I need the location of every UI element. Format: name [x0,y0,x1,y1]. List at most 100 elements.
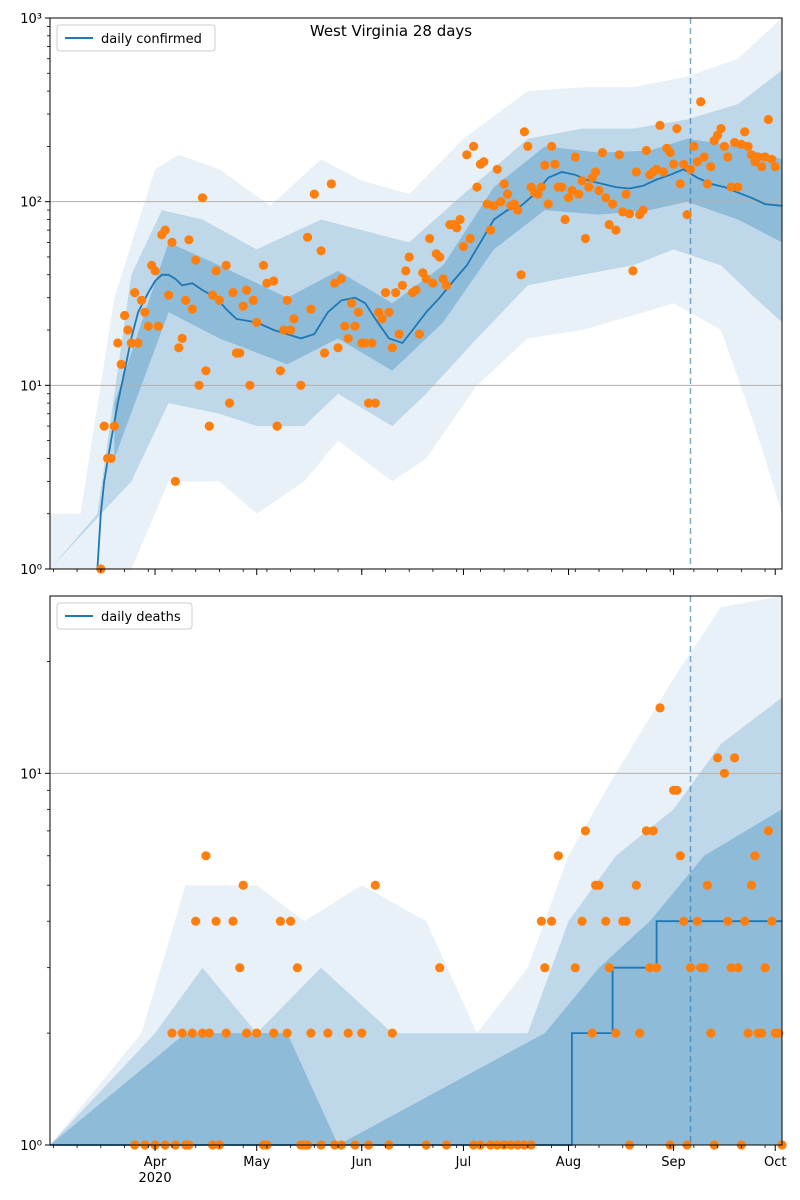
data-point [248,295,258,305]
data-point [109,421,119,431]
data-point [204,1028,214,1038]
data-point [282,295,292,305]
data-point [170,476,180,486]
data-point [391,288,401,298]
data-point [380,288,391,298]
data-point [631,880,641,890]
data-point [269,276,279,286]
data-point [723,916,733,926]
data-point [370,398,380,408]
data-point [428,278,438,288]
data-point [699,963,709,973]
x-tick-label: Sep [661,1155,686,1170]
data-point [191,255,201,265]
data-point [194,380,204,390]
data-point [452,223,462,233]
y-tick-label: 10³ [20,12,42,27]
data-point [153,321,163,331]
x-tick-label: Apr [144,1155,167,1170]
data-point [120,310,130,321]
data-point [252,1028,262,1038]
chart-title: West Virginia 28 days [310,22,472,40]
data-point [730,753,740,763]
data-point [143,321,153,331]
data-point [570,963,580,973]
data-point [692,157,702,167]
data-point [713,753,723,763]
data-point [672,124,682,134]
legend: daily confirmed [56,24,216,52]
y-tick-label: 10² [20,196,42,211]
data-point [553,851,563,861]
data-point [462,150,472,160]
legend: daily deaths [56,602,193,630]
y-tick-label: 10⁰ [20,563,42,578]
data-point [591,167,601,177]
data-point [106,453,116,463]
data-point [187,1028,197,1038]
data-point [580,233,591,244]
data-point [370,880,380,890]
data-point [377,314,387,324]
data-point [496,197,506,207]
data-point [624,209,635,219]
data-point [296,380,306,390]
data-point [167,237,177,247]
data-point [279,325,289,335]
data-point [604,220,614,230]
uncertainty-band-outer [50,596,782,1145]
data-point [536,916,547,926]
data-point [594,185,604,196]
data-point [164,290,174,300]
data-point [303,232,313,242]
data-point [238,880,248,890]
x-tick-label: May [243,1155,270,1170]
data-point [584,182,594,192]
data-point [136,295,147,305]
data-point [611,225,621,235]
data-point [675,179,685,189]
data-point [289,314,299,324]
data-point [611,1028,621,1038]
legend-label: daily deaths [101,610,181,625]
confirmed-chart: 10⁰ 10¹ 10² 10³ West Virginia 28 days daily… [20,12,783,578]
data-point [181,295,191,305]
data-point [208,290,218,300]
data-point [743,1028,753,1038]
data-point [272,421,282,431]
data-point [767,154,777,164]
data-point [286,325,296,335]
axes-frame [49,595,783,1146]
data-point [435,963,445,973]
data-point [404,252,414,262]
data-point [563,193,574,203]
x-tick-year-label: 2020 [139,1171,172,1186]
data-point [645,963,655,973]
data-point [228,916,238,926]
data-point [211,266,221,276]
data-point [740,127,750,137]
data-point [577,176,587,186]
data-point [685,164,696,174]
data-point [763,826,774,836]
data-point [641,826,652,836]
data-point [472,182,482,192]
data-point [641,145,652,156]
data-point [679,916,689,926]
data-point [99,421,109,431]
data-point [201,366,211,376]
data-point [177,333,187,343]
data-point [387,1028,397,1038]
data-point [692,916,702,926]
data-point [536,182,547,192]
data-point [726,963,736,973]
data-point [601,193,611,203]
data-point [469,141,479,151]
data-point [557,182,567,192]
data-point [702,179,713,189]
data-point [587,1028,597,1038]
data-point [435,252,445,262]
data-point [319,348,330,358]
data-point [706,1028,716,1038]
data-point [753,152,763,162]
